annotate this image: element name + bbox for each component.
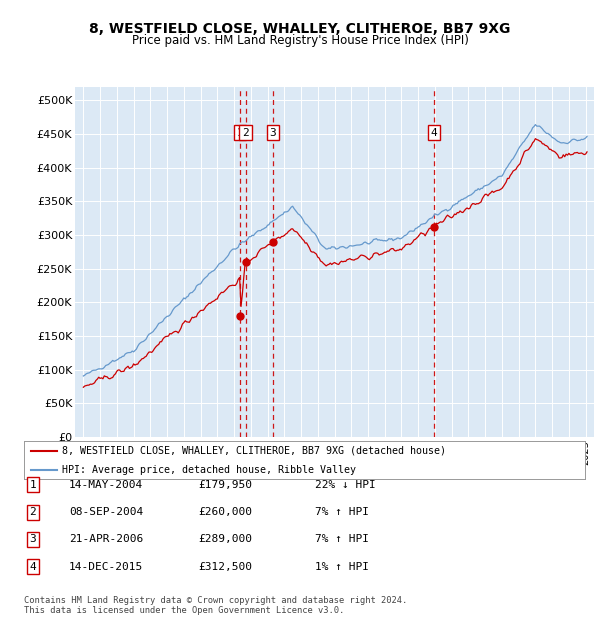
Text: 08-SEP-2004: 08-SEP-2004 bbox=[69, 507, 143, 517]
Text: 3: 3 bbox=[269, 128, 276, 138]
Text: 21-APR-2006: 21-APR-2006 bbox=[69, 534, 143, 544]
Text: 4: 4 bbox=[29, 562, 37, 572]
Text: 14-DEC-2015: 14-DEC-2015 bbox=[69, 562, 143, 572]
Text: £289,000: £289,000 bbox=[198, 534, 252, 544]
Text: 22% ↓ HPI: 22% ↓ HPI bbox=[315, 480, 376, 490]
Text: Price paid vs. HM Land Registry's House Price Index (HPI): Price paid vs. HM Land Registry's House … bbox=[131, 34, 469, 47]
Text: 7% ↑ HPI: 7% ↑ HPI bbox=[315, 507, 369, 517]
Text: 7% ↑ HPI: 7% ↑ HPI bbox=[315, 534, 369, 544]
Text: 8, WESTFIELD CLOSE, WHALLEY, CLITHEROE, BB7 9XG (detached house): 8, WESTFIELD CLOSE, WHALLEY, CLITHEROE, … bbox=[62, 446, 446, 456]
Text: Contains HM Land Registry data © Crown copyright and database right 2024.
This d: Contains HM Land Registry data © Crown c… bbox=[24, 596, 407, 615]
Text: 1: 1 bbox=[29, 480, 37, 490]
Text: £260,000: £260,000 bbox=[198, 507, 252, 517]
Text: 14-MAY-2004: 14-MAY-2004 bbox=[69, 480, 143, 490]
Text: £179,950: £179,950 bbox=[198, 480, 252, 490]
Text: 2: 2 bbox=[242, 128, 249, 138]
Text: 8, WESTFIELD CLOSE, WHALLEY, CLITHEROE, BB7 9XG: 8, WESTFIELD CLOSE, WHALLEY, CLITHEROE, … bbox=[89, 22, 511, 36]
Text: 2: 2 bbox=[29, 507, 37, 517]
Text: 1% ↑ HPI: 1% ↑ HPI bbox=[315, 562, 369, 572]
Text: 4: 4 bbox=[431, 128, 437, 138]
Text: 1: 1 bbox=[237, 128, 244, 138]
Text: HPI: Average price, detached house, Ribble Valley: HPI: Average price, detached house, Ribb… bbox=[62, 466, 356, 476]
Text: 3: 3 bbox=[29, 534, 37, 544]
Text: £312,500: £312,500 bbox=[198, 562, 252, 572]
